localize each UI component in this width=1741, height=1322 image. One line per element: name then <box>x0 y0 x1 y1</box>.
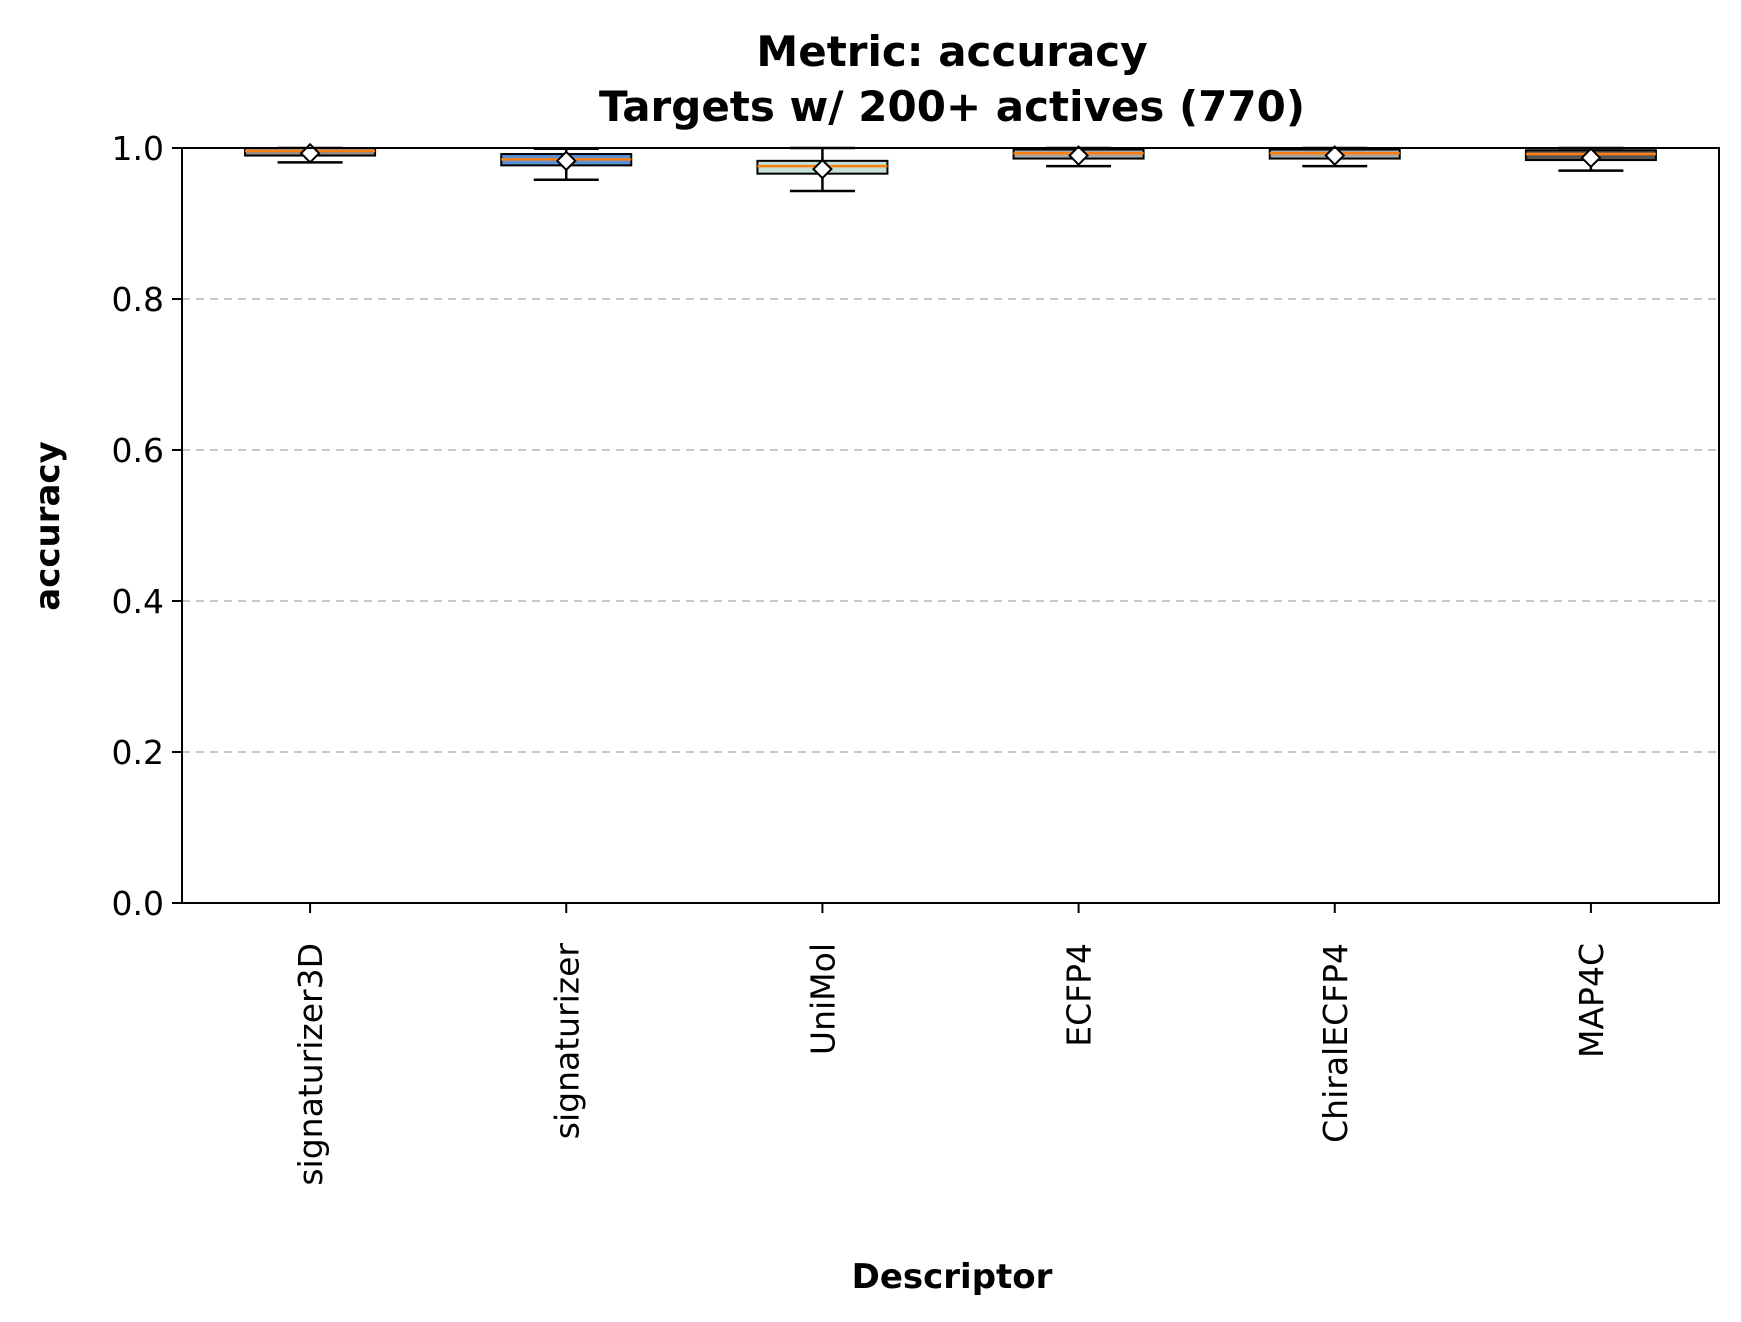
y-tick-label: 0.6 <box>112 431 164 470</box>
x-tick-label: UniMol <box>803 943 842 1055</box>
plot-area-frame <box>181 147 1720 904</box>
box-signaturizer <box>500 147 633 181</box>
mean-marker <box>1324 145 1346 166</box>
box-ECFP4 <box>1012 145 1145 168</box>
chart-subtitle: Targets w/ 200+ actives (770) <box>599 82 1305 131</box>
box-MAP4C <box>1524 146 1657 172</box>
x-axis-title: Descriptor <box>852 1257 1053 1297</box>
mean-marker <box>555 150 577 172</box>
x-tick-label: ChiralECFP4 <box>1316 943 1355 1143</box>
y-axis-ticks: 0.0 0.2 0.4 0.6 0.8 1.0 <box>112 129 182 923</box>
mean-marker <box>1068 145 1089 166</box>
x-axis-ticks: signaturizer3D signaturizer UniMol ECFP4 Chi… <box>291 903 1611 1186</box>
mean-marker <box>812 158 833 180</box>
y-axis-title: accuracy <box>28 441 68 611</box>
y-tick-label: 1.0 <box>112 129 164 168</box>
y-tick-label: 0.2 <box>112 733 164 772</box>
x-tick-label: signaturizer <box>547 943 586 1140</box>
box-signaturizer3D <box>244 142 377 164</box>
x-tick-label: MAP4C <box>1572 943 1611 1058</box>
y-tick-label: 0.8 <box>112 280 164 319</box>
mean-marker <box>1580 147 1602 169</box>
y-tick-label: 0.4 <box>112 582 164 621</box>
x-tick-label: ECFP4 <box>1060 943 1099 1047</box>
y-gridlines <box>182 298 1719 753</box>
x-tick-label: signaturizer3D <box>291 943 330 1186</box>
box-ChiralECFP4 <box>1268 145 1401 168</box>
box-series <box>244 142 1657 193</box>
box-UniMol <box>756 146 889 193</box>
y-tick-label: 0.0 <box>112 884 164 923</box>
chart-title: Metric: accuracy <box>756 27 1147 76</box>
